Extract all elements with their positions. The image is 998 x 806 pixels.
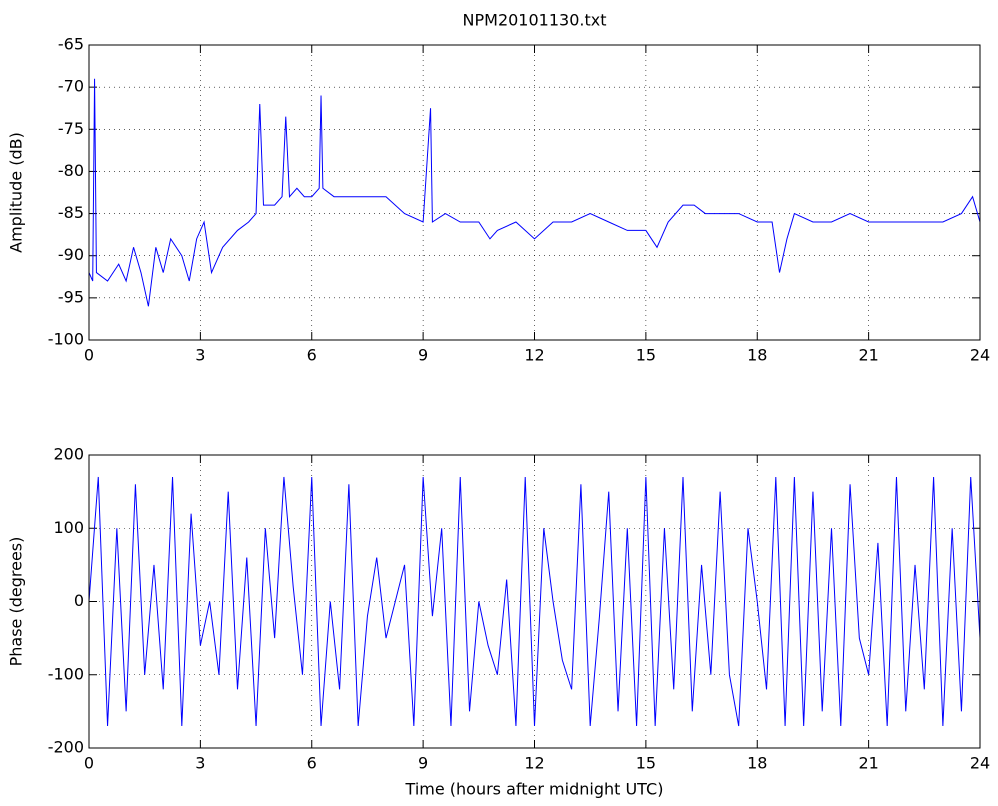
y-tick-label: -100 (48, 664, 84, 683)
x-tick-label: 12 (524, 346, 544, 365)
y-axis-label: Amplitude (dB) (7, 132, 26, 253)
y-tick-label: -200 (48, 738, 84, 757)
x-tick-label: 15 (636, 346, 656, 365)
y-tick-label: 100 (53, 518, 84, 537)
y-tick-label: -85 (58, 203, 84, 222)
x-tick-label: 0 (84, 754, 94, 773)
y-tick-label: -75 (58, 119, 84, 138)
y-tick-label: -100 (48, 330, 84, 349)
x-tick-label: 3 (195, 346, 205, 365)
y-tick-label: -90 (58, 245, 84, 264)
data-line (88, 78, 981, 307)
y-tick-label: -65 (58, 35, 84, 54)
x-tick-label: 21 (858, 754, 878, 773)
y-tick-label: -80 (58, 161, 84, 180)
x-tick-label: 6 (307, 346, 317, 365)
x-tick-label: 24 (970, 754, 990, 773)
data-line (88, 476, 981, 727)
x-tick-label: 0 (84, 346, 94, 365)
x-tick-label: 3 (195, 754, 205, 773)
x-tick-label: 18 (747, 346, 767, 365)
x-tick-label: 6 (307, 754, 317, 773)
x-tick-label: 15 (636, 754, 656, 773)
y-tick-label: 200 (53, 445, 84, 464)
y-tick-label: -95 (58, 287, 84, 306)
y-axis-label: Phase (degrees) (7, 537, 26, 667)
axes-box (88, 44, 981, 341)
y-tick-label: -70 (58, 77, 84, 96)
x-tick-label: 21 (858, 346, 878, 365)
x-tick-label: 18 (747, 754, 767, 773)
x-tick-label: 9 (418, 754, 428, 773)
y-tick-label: 0 (74, 591, 84, 610)
x-tick-label: 12 (524, 754, 544, 773)
x-tick-label: 24 (970, 346, 990, 365)
x-axis-label: Time (hours after midnight UTC) (405, 780, 664, 799)
x-tick-label: 9 (418, 346, 428, 365)
chart-title: NPM20101130.txt (463, 11, 607, 30)
axes-box (88, 454, 981, 749)
